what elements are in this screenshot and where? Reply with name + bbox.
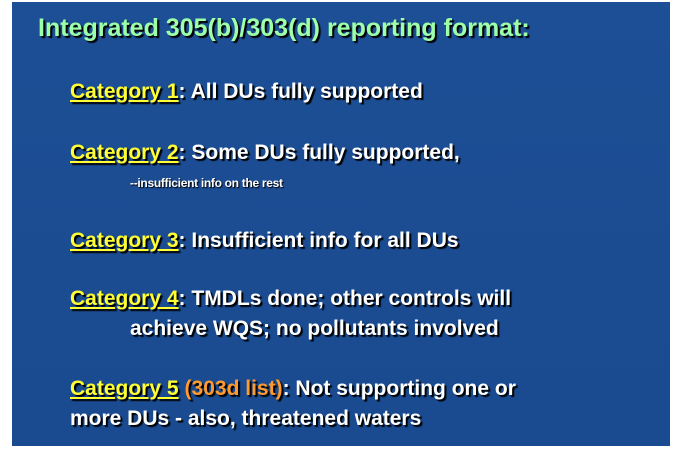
item-text: : TMDLs done; other controls will <box>178 287 512 310</box>
item-line: Category 1: All DUs fully supported <box>70 80 423 104</box>
category-label: Category 5 <box>70 377 179 400</box>
slide-title: Integrated 305(b)/303(d) reporting forma… <box>38 14 530 42</box>
item-text: : Not supporting one or <box>282 377 516 400</box>
item-text: more DUs - also, threatened waters <box>70 407 422 430</box>
item-line: more DUs - also, threatened waters <box>70 407 421 431</box>
item-text: : All DUs fully supported <box>178 80 423 103</box>
category-label: Category 4 <box>70 287 179 310</box>
slide: Integrated 305(b)/303(d) reporting forma… <box>12 2 670 446</box>
item-line: Category 2: Some DUs fully supported, <box>70 141 460 165</box>
category-label: Category 3 <box>70 229 179 252</box>
item-line: achieve WQS; no pollutants involved <box>130 317 499 341</box>
category-tag: (303d list) <box>184 377 283 400</box>
item-text: : Some DUs fully supported, <box>178 141 460 164</box>
item-line: Category 4: TMDLs done; other controls w… <box>70 287 511 311</box>
item-line: Category 5 (303d list): Not supporting on… <box>70 377 516 401</box>
item-line: Category 3: Insufficient info for all DU… <box>70 229 459 253</box>
item-note: --insufficient info on the rest <box>130 176 283 190</box>
category-label: Category 1 <box>70 80 179 103</box>
item-text: achieve WQS; no pollutants involved <box>130 317 499 340</box>
item-text: : Insufficient info for all DUs <box>178 229 459 252</box>
category-label: Category 2 <box>70 141 179 164</box>
